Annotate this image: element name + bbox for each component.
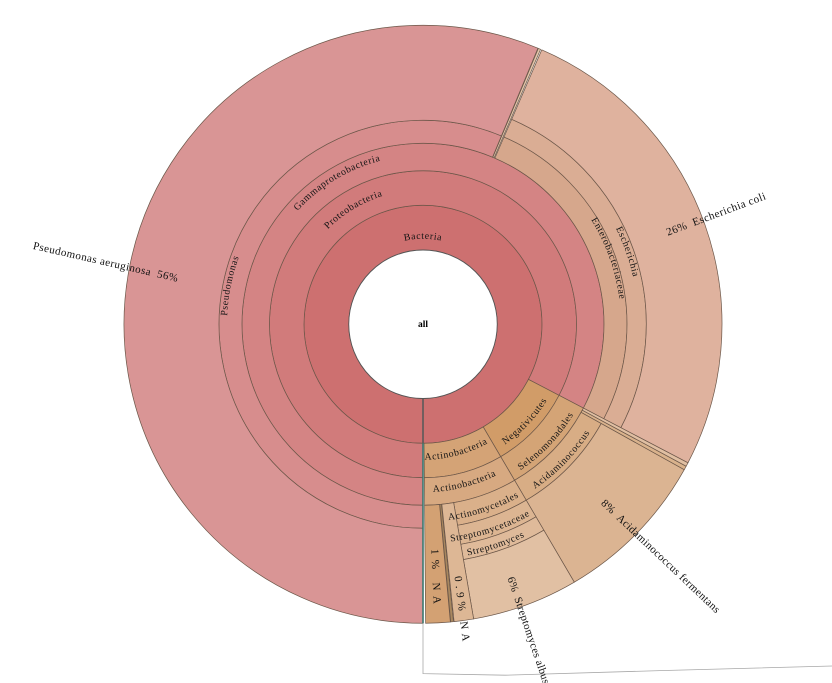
svg-text:all: all — [418, 320, 428, 330]
svg-text:Bacteria: Bacteria — [403, 231, 443, 244]
svg-text:1% NA: 1% NA — [428, 549, 443, 610]
